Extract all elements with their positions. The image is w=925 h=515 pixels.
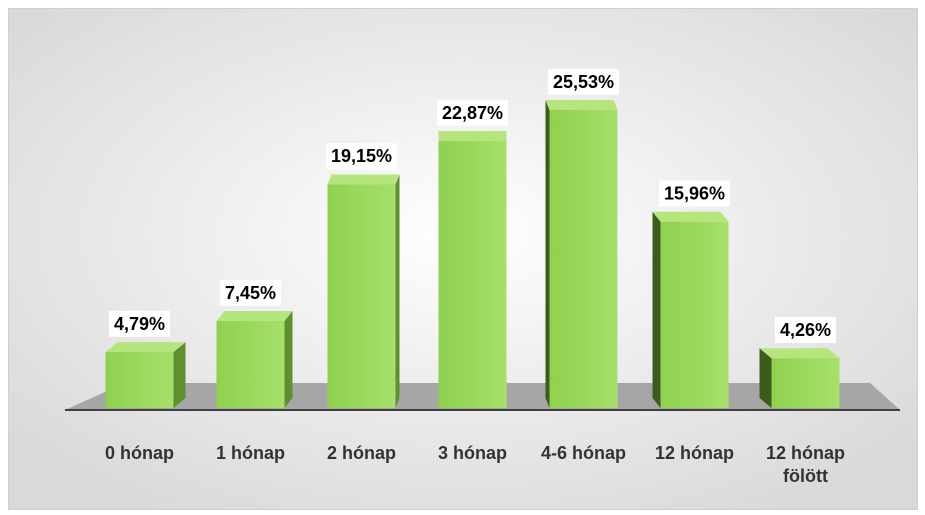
bar-top	[105, 342, 186, 353]
x-tick-label: 2 hónap	[326, 443, 396, 463]
bar-front	[771, 358, 840, 408]
data-label: 4,79%	[114, 314, 165, 334]
x-tick-label: 4-6 hónap	[540, 443, 626, 463]
data-label-box	[658, 180, 731, 207]
bar-front	[105, 352, 174, 408]
x-tick-label: 1 hónap	[215, 443, 285, 463]
bar-side	[545, 100, 550, 408]
bar-side	[759, 348, 772, 408]
data-label-box	[436, 99, 509, 126]
bar	[545, 100, 618, 408]
bar-front	[549, 110, 618, 408]
bar-front	[660, 221, 729, 408]
bar-top	[545, 100, 618, 110]
bar	[327, 174, 400, 408]
data-label-box	[325, 143, 398, 170]
bar	[759, 348, 840, 408]
bar	[105, 342, 186, 408]
bar-top	[652, 211, 729, 222]
data-label-box	[774, 317, 837, 344]
data-label-box	[108, 310, 171, 337]
data-label: 22,87%	[442, 103, 503, 123]
data-label-box	[219, 279, 282, 306]
bar-side	[395, 174, 400, 408]
bar	[216, 311, 293, 408]
x-tick-label: 12 hónap	[654, 443, 734, 463]
bar-side	[173, 342, 186, 408]
bar-top	[759, 348, 840, 359]
bar-top	[327, 174, 400, 185]
x-tick-label: 3 hónap	[437, 443, 507, 463]
data-label: 25,53%	[553, 72, 614, 92]
bar-front	[327, 184, 396, 408]
data-label: 4,26%	[780, 320, 831, 340]
bar	[652, 211, 729, 408]
bar-side	[652, 211, 661, 408]
data-label-box	[547, 68, 620, 95]
data-label: 15,96%	[664, 183, 725, 203]
bar-top	[438, 131, 507, 142]
x-tick-label: 0 hónap	[104, 443, 174, 463]
bar-front	[438, 141, 507, 409]
data-label: 7,45%	[225, 283, 276, 303]
bar	[438, 131, 507, 409]
x-tick-label: 12 hónap fölött	[765, 443, 845, 486]
bar-top	[216, 311, 293, 322]
bar-side	[284, 311, 293, 408]
data-label: 19,15%	[331, 146, 392, 166]
bar-front	[216, 321, 285, 408]
